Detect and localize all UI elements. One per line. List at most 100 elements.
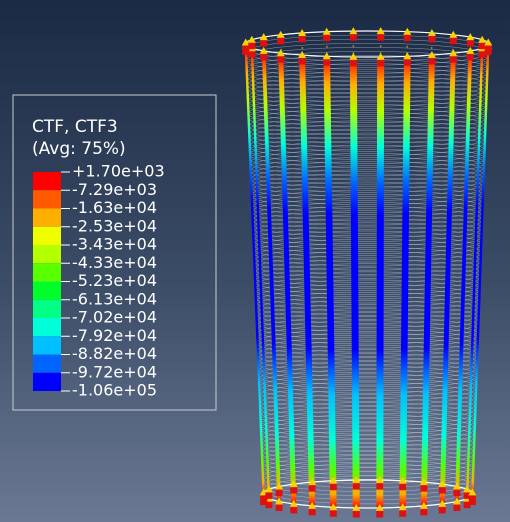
- legend-swatch: [33, 372, 61, 391]
- legend-label: -5.23e+04: [72, 271, 157, 290]
- node-marker: [376, 482, 384, 490]
- node-marker: [260, 39, 268, 47]
- bc-marker: [247, 35, 256, 43]
- node-marker: [298, 57, 306, 65]
- bc-marker: [466, 33, 475, 41]
- node-marker: [277, 37, 285, 45]
- front-bar: [349, 56, 360, 508]
- node-marker: [275, 489, 283, 497]
- node-marker: [399, 509, 407, 517]
- bc-marker: [452, 482, 461, 490]
- legend-label: -1.06e+05: [72, 381, 157, 400]
- front-bar: [465, 48, 484, 499]
- legend-swatch: [33, 299, 61, 318]
- node-marker: [265, 501, 273, 509]
- node-marker: [449, 55, 457, 63]
- node-marker: [349, 59, 357, 67]
- front-bar: [250, 48, 271, 499]
- node-marker: [399, 483, 407, 491]
- node-marker: [438, 506, 446, 514]
- node-marker: [466, 53, 474, 61]
- node-marker: [453, 489, 461, 497]
- front-bar: [471, 45, 490, 496]
- bc-marker: [259, 46, 268, 54]
- legend-swatch: [33, 226, 61, 245]
- node-marker: [248, 50, 256, 58]
- node-marker: [428, 35, 436, 43]
- bc-marker: [352, 476, 361, 484]
- bc-marker: [449, 49, 458, 57]
- legend-label: -9.72e+04: [72, 362, 157, 381]
- legend-label: -7.92e+04: [72, 326, 157, 345]
- bc-marker: [484, 38, 493, 46]
- node-marker: [298, 35, 306, 43]
- front-bar: [261, 50, 281, 502]
- node-marker: [277, 55, 285, 63]
- node-marker: [260, 494, 268, 502]
- bc-marker: [427, 28, 436, 36]
- legend-label: -1.63e+04: [72, 198, 157, 217]
- bc-marker: [275, 482, 284, 490]
- bc-marker: [403, 27, 412, 35]
- node-marker: [248, 42, 256, 50]
- bc-marker: [449, 30, 458, 38]
- node-marker: [377, 59, 385, 67]
- node-marker: [463, 501, 471, 509]
- node-marker: [323, 58, 331, 66]
- bc-marker: [308, 478, 317, 486]
- bc-marker: [463, 485, 472, 493]
- node-marker: [428, 57, 436, 65]
- legend-swatch: [33, 208, 61, 227]
- legend-scale: +1.70e+03-7.29e+03-1.63e+04-2.53e+04-3.4…: [33, 162, 165, 400]
- bc-marker: [427, 51, 436, 59]
- node-marker: [349, 33, 357, 41]
- legend-label: -2.53e+04: [72, 216, 157, 235]
- front-bar: [439, 53, 456, 504]
- front-bar: [244, 45, 265, 496]
- legend-label: -7.02e+04: [72, 308, 157, 327]
- bc-marker: [403, 52, 412, 60]
- node-marker: [275, 503, 283, 511]
- node-marker: [420, 484, 428, 492]
- node-marker: [478, 42, 486, 50]
- front-bar: [399, 56, 411, 508]
- front-bar: [299, 55, 316, 506]
- bc-marker: [376, 52, 385, 60]
- legend-swatch: [33, 190, 61, 209]
- legend-swatch: [33, 172, 61, 191]
- node-marker: [403, 58, 411, 66]
- node-marker: [290, 506, 298, 514]
- bc-marker: [478, 35, 487, 43]
- node-marker: [329, 509, 337, 517]
- legend-swatch: [33, 263, 61, 282]
- bc-marker: [419, 501, 428, 509]
- front-bar: [278, 53, 297, 504]
- node-marker: [376, 510, 384, 518]
- bc-marker: [466, 46, 475, 54]
- legend-title: CTF, CTF3: [32, 117, 118, 137]
- legend-label: -4.33e+04: [72, 253, 157, 272]
- front-bar: [323, 56, 337, 508]
- legend-swatch: [33, 245, 61, 264]
- node-marker: [242, 45, 250, 53]
- node-marker: [449, 37, 457, 45]
- bc-marker: [322, 52, 331, 60]
- legend-swatch: [33, 336, 61, 355]
- legend-label: +1.70e+03: [72, 162, 165, 181]
- node-marker: [377, 33, 385, 41]
- front-bar: [420, 55, 435, 506]
- bc-marker: [452, 497, 461, 505]
- bc-marker: [298, 51, 307, 59]
- bc-marker: [329, 503, 338, 511]
- bc-marker: [376, 27, 385, 35]
- node-marker: [484, 45, 492, 53]
- node-marker: [265, 491, 273, 499]
- cylinder-model: [241, 27, 493, 518]
- bc-marker: [468, 488, 477, 496]
- node-marker: [453, 503, 461, 511]
- node-marker: [323, 34, 331, 42]
- bc-marker: [438, 480, 447, 488]
- bc-marker: [398, 503, 407, 511]
- bc-marker: [352, 503, 361, 511]
